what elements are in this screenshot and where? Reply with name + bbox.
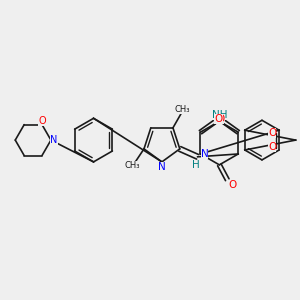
Text: O: O (38, 116, 46, 126)
Text: N: N (158, 162, 166, 172)
Text: CH₃: CH₃ (124, 161, 140, 170)
Text: H: H (192, 160, 200, 170)
Text: O: O (214, 114, 223, 124)
Text: N: N (201, 149, 208, 159)
Text: N: N (50, 135, 58, 145)
Text: O: O (268, 142, 276, 152)
Text: O: O (216, 114, 224, 124)
Text: O: O (268, 128, 276, 138)
Text: CH₃: CH₃ (174, 104, 190, 113)
Text: O: O (228, 180, 236, 190)
Text: NH: NH (212, 110, 227, 120)
